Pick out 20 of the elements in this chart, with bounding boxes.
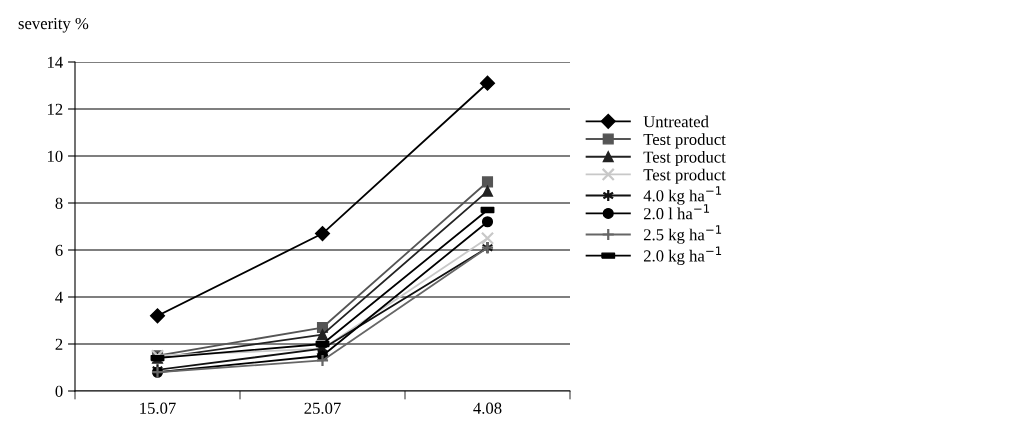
legend-label: Test product <box>643 168 726 184</box>
legend-label: 2.0 l ha$^{−1}$ <box>643 204 710 220</box>
legend-label: 2.5 kg ha$^{−1}$ <box>643 225 722 244</box>
x-tick-label: 4.08 <box>473 402 502 414</box>
y-tick-label: 6 <box>55 244 63 256</box>
legend-label: Untreated <box>643 115 709 128</box>
y-tick-label: 10 <box>47 150 63 162</box>
y-tick-label: 12 <box>47 103 63 115</box>
y-tick-label: 2 <box>55 338 63 350</box>
x-tick-label: 25.07 <box>304 402 341 414</box>
y-tick-label: 0 <box>55 385 63 397</box>
y-tick-label: 14 <box>47 56 63 68</box>
y-tick-label: 8 <box>55 197 63 209</box>
legend-label: Test product <box>643 133 726 149</box>
y-axis-title: severity % <box>18 17 89 33</box>
legend-label: Test product <box>643 150 726 167</box>
x-tick-label: 15.07 <box>140 402 176 414</box>
legend-label: 4.0 kg ha$^{−1}$ <box>643 186 722 205</box>
y-tick-label: 4 <box>55 291 63 303</box>
legend-label: 2.0 kg ha$^{−1}$ <box>643 246 722 265</box>
